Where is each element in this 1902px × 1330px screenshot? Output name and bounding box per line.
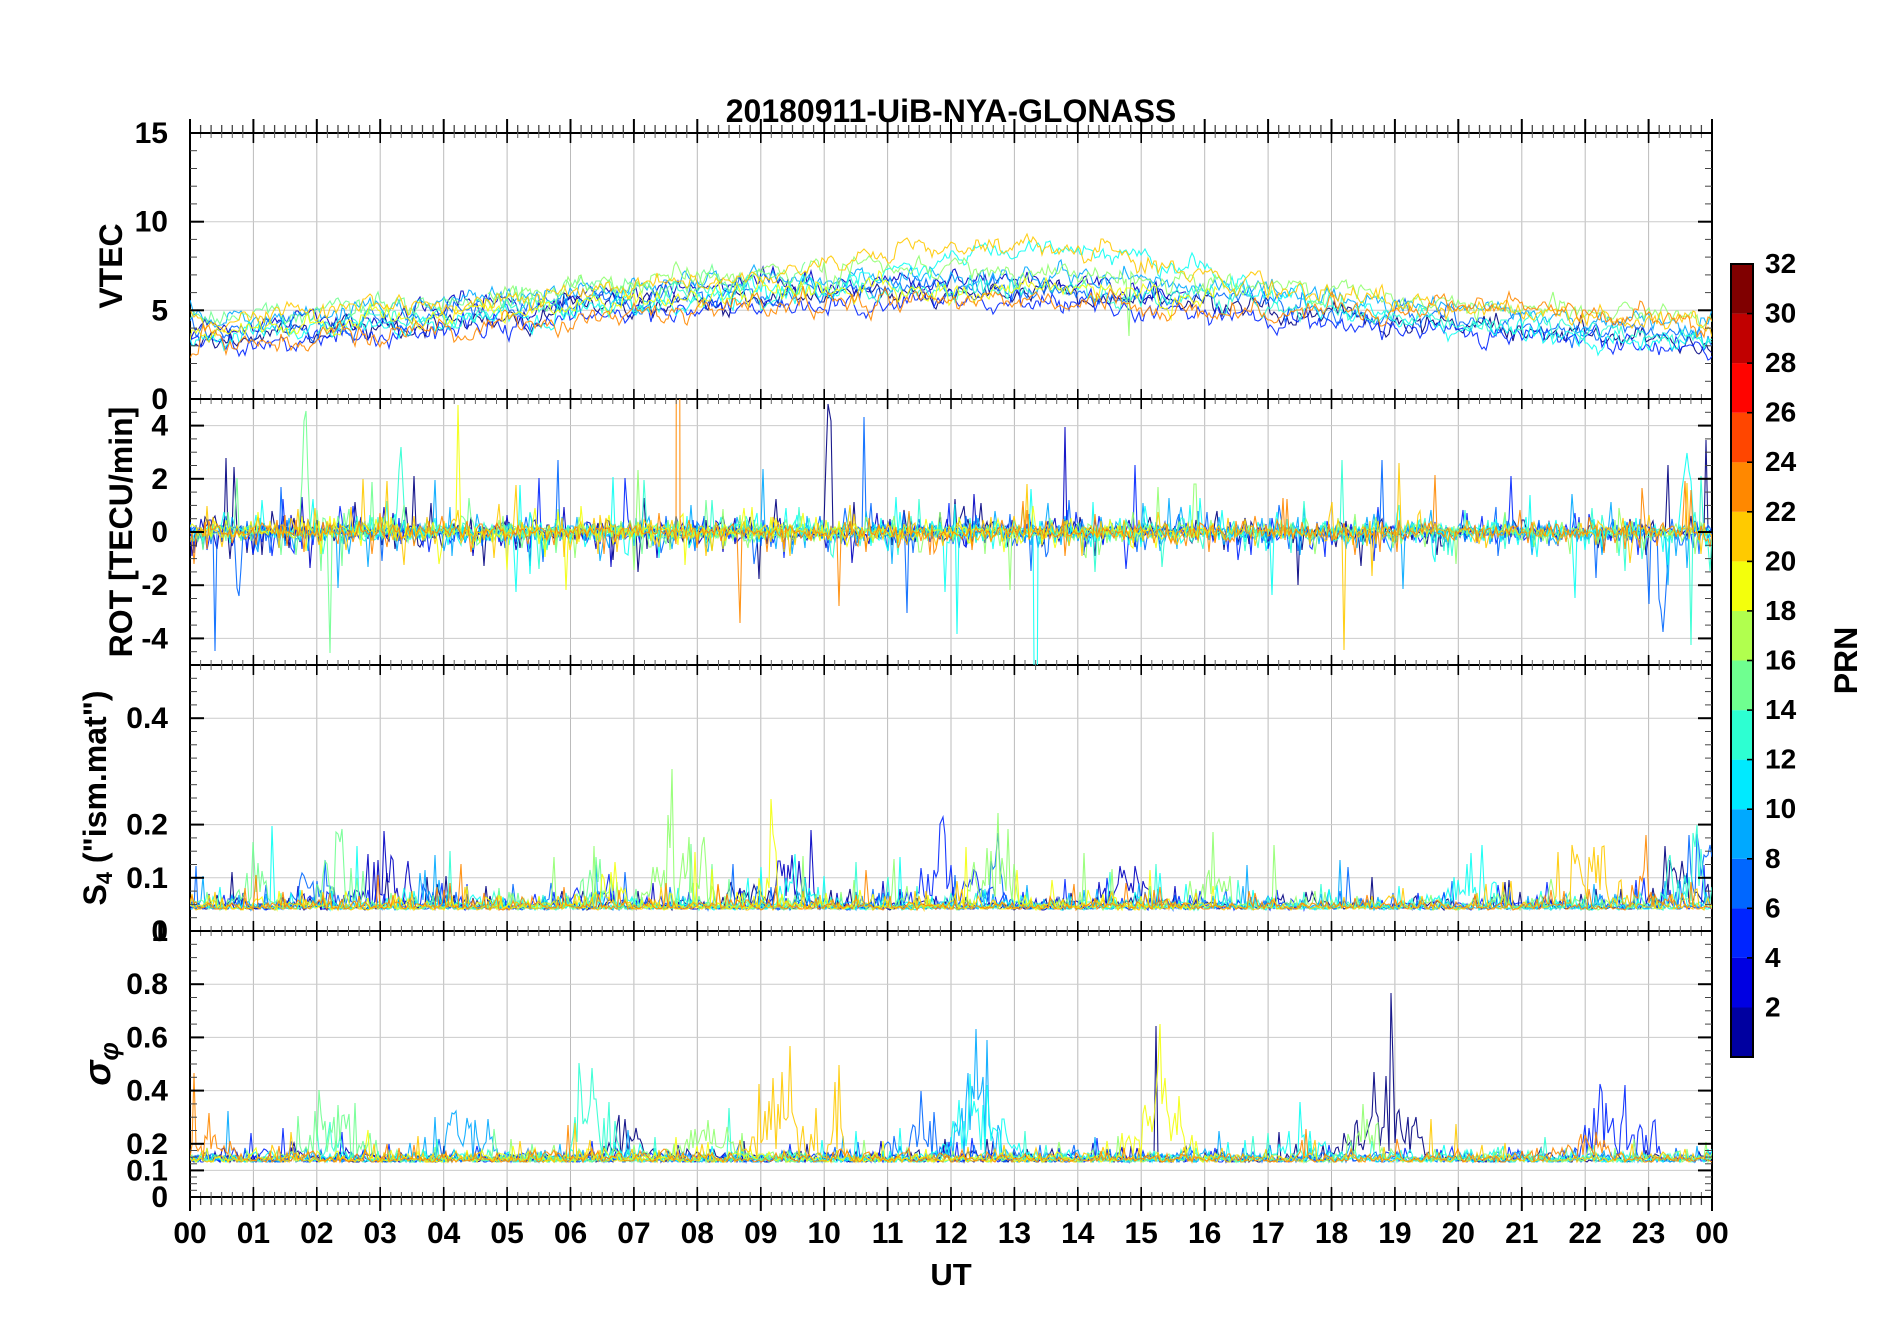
svg-text:00: 00 <box>173 1217 206 1250</box>
svg-text:VTEC: VTEC <box>93 223 129 308</box>
svg-text:10: 10 <box>808 1217 841 1250</box>
svg-text:26: 26 <box>1765 397 1796 428</box>
svg-text:16: 16 <box>1188 1217 1221 1250</box>
svg-text:22: 22 <box>1569 1217 1602 1250</box>
svg-text:01: 01 <box>237 1217 270 1250</box>
svg-text:0.6: 0.6 <box>126 1021 168 1054</box>
svg-text:20: 20 <box>1765 545 1796 576</box>
svg-text:0.2: 0.2 <box>126 809 168 842</box>
svg-text:PRN: PRN <box>1828 627 1864 695</box>
svg-text:21: 21 <box>1505 1217 1538 1250</box>
svg-text:32: 32 <box>1765 248 1796 279</box>
svg-text:4: 4 <box>151 410 168 443</box>
svg-text:UT: UT <box>930 1257 971 1292</box>
svg-text:18: 18 <box>1315 1217 1348 1250</box>
svg-text:-4: -4 <box>141 622 168 655</box>
svg-text:05: 05 <box>490 1217 523 1250</box>
svg-text:0.4: 0.4 <box>126 1075 168 1108</box>
svg-text:20: 20 <box>1442 1217 1475 1250</box>
svg-text:09: 09 <box>744 1217 777 1250</box>
svg-text:19: 19 <box>1378 1217 1411 1250</box>
svg-text:σφ: σφ <box>77 1042 124 1086</box>
svg-text:12: 12 <box>1765 744 1796 775</box>
svg-text:0.2: 0.2 <box>126 1128 168 1161</box>
svg-text:03: 03 <box>364 1217 397 1250</box>
svg-text:11: 11 <box>872 1217 904 1250</box>
svg-text:14: 14 <box>1061 1217 1095 1250</box>
svg-text:06: 06 <box>554 1217 587 1250</box>
svg-text:13: 13 <box>998 1217 1031 1250</box>
svg-text:6: 6 <box>1765 892 1781 923</box>
svg-text:-2: -2 <box>141 569 168 602</box>
svg-text:2: 2 <box>151 463 168 496</box>
svg-text:1: 1 <box>151 915 168 948</box>
svg-text:5: 5 <box>151 294 168 327</box>
svg-text:0.4: 0.4 <box>126 702 168 735</box>
svg-text:24: 24 <box>1765 446 1797 477</box>
svg-text:ROT [TECU/min]: ROT [TECU/min] <box>103 407 139 658</box>
svg-text:04: 04 <box>427 1217 461 1250</box>
svg-text:18: 18 <box>1765 595 1796 626</box>
svg-text:08: 08 <box>681 1217 714 1250</box>
svg-text:8: 8 <box>1765 843 1781 874</box>
svg-text:02: 02 <box>300 1217 333 1250</box>
svg-text:0.8: 0.8 <box>126 968 168 1001</box>
svg-text:16: 16 <box>1765 645 1796 676</box>
svg-text:20180911-UiB-NYA-GLONASS: 20180911-UiB-NYA-GLONASS <box>726 93 1177 129</box>
svg-text:S4 ("ism.mat"): S4 ("ism.mat") <box>77 690 117 905</box>
svg-text:10: 10 <box>1765 793 1796 824</box>
svg-text:15: 15 <box>1125 1217 1158 1250</box>
svg-text:00: 00 <box>1695 1217 1728 1250</box>
svg-text:22: 22 <box>1765 496 1796 527</box>
svg-text:17: 17 <box>1251 1217 1284 1250</box>
svg-text:07: 07 <box>617 1217 650 1250</box>
svg-text:10: 10 <box>135 206 168 239</box>
svg-text:14: 14 <box>1765 694 1797 725</box>
svg-text:2: 2 <box>1765 991 1781 1022</box>
svg-text:12: 12 <box>934 1217 967 1250</box>
svg-text:28: 28 <box>1765 347 1796 378</box>
svg-text:0: 0 <box>151 516 168 549</box>
svg-text:0.1: 0.1 <box>126 862 168 895</box>
svg-text:4: 4 <box>1765 942 1781 973</box>
svg-text:15: 15 <box>135 117 168 150</box>
svg-text:23: 23 <box>1632 1217 1665 1250</box>
svg-text:30: 30 <box>1765 298 1796 329</box>
